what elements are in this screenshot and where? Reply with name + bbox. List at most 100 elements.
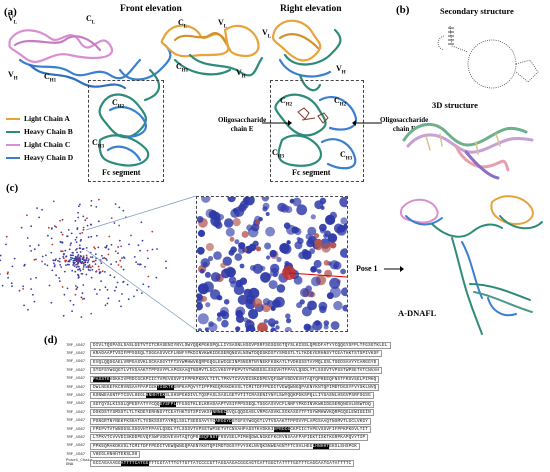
sequence-name: 7RF_1567	[66, 435, 86, 440]
ch1-label-front-right: CH1	[176, 62, 189, 74]
pose-arrow	[384, 266, 404, 272]
sequence-row: 7RF_1567 KSNWEAGNTFTCSVLHEGLHNHHTEKSLSHSP…	[66, 392, 374, 400]
oligo-e-arrow	[262, 120, 292, 126]
sequence-text: STGFSYWGQGTLVTVSAAKTTPPSVYPLAPGSAAQTNSMV…	[90, 367, 383, 375]
cl-label-front-right: CL	[178, 18, 188, 30]
panel-a-label: (a)	[4, 6, 17, 18]
legend-item-c: Light Chain C	[6, 138, 73, 151]
oligo-e-label: Oligosaccharide chain E	[218, 116, 267, 133]
sequence-name: 7RF_1567	[66, 444, 86, 449]
sequence-text: DSKDSTYSMSSTLTLTKDEYERHNSYTCEATHKTSTSPIV…	[90, 409, 374, 417]
ch3-label-right-left: CH3	[272, 148, 285, 160]
sequence-name: Pose1_Chain-DNA	[66, 459, 95, 468]
sequence-text: KRADAAPTVSIFPPSSEQLTSGGASVVCFLNNFYPKDINV…	[90, 350, 383, 358]
oligo-f-arrow	[352, 120, 382, 126]
ch3-label-front: CH3	[92, 138, 105, 150]
ch2-label-right-left: CH2	[280, 96, 293, 108]
binding-site-highlight: ARGGYD	[215, 418, 232, 424]
sequence-name: 7RF_1567	[66, 385, 86, 390]
ch3-label-right-right: CH3	[340, 150, 353, 162]
sequence-row: 7RF_1567 DSKDSTYSMSSTLTLTKDEYERHNSYTCEATH…	[66, 409, 374, 417]
legend-swatch-c	[6, 143, 20, 146]
binding-site-highlight: NRNEC	[212, 410, 227, 416]
sequence-alignment: 7RF_1567 DIVLTQSPASLSASLGETVTITCRASENIYNY…	[66, 342, 542, 470]
front-elevation-structure	[8, 19, 358, 170]
legend-swatch-d	[6, 156, 20, 159]
sequence-row: 7RF_1567 KRADAAPTVSIFPPSSEQLTSGGASVVCFLNN…	[66, 350, 383, 358]
sequence-text: GCCAGAAAGGATTTTCATGGTTTCGTATTTGTTGTTATCC…	[90, 459, 355, 467]
vl-label-front-right: VL	[218, 18, 228, 30]
zoom-guide-lines	[85, 195, 197, 331]
chain-legend: Light Chain A Heavy Chain B Light Chain …	[6, 112, 73, 164]
sequence-name: 7RF_1567	[66, 377, 86, 382]
binding-site-highlight: LHNHHT	[312, 443, 330, 449]
panel-b-label: (b)	[396, 4, 410, 16]
zoom-inset-spheres	[197, 197, 347, 331]
ch2-label-right-right: CH2	[334, 96, 347, 108]
sequence-name: 7RF_1567	[66, 419, 86, 424]
binding-site-highlight: ATTTTCATGG	[120, 460, 149, 466]
sequence-text: PSNGRTNYNEKFKSKATLTVDKSSSTAYMQLSSLTSEDSA…	[90, 417, 372, 425]
sequence-text: DWLNGKEFKCRVNSAAFPAPIEKTISKTKGRPKAPQVYTI…	[90, 384, 380, 391]
sequence-text: DIVLTQSPASLSASLGETVTITCRASENIYNYLSWYQQKP…	[90, 342, 391, 349]
fc-box-front	[88, 80, 164, 182]
tertiary-structure-render	[402, 123, 534, 180]
fc-box-right	[270, 80, 364, 182]
binding-site-highlight: EEQFNST	[198, 435, 219, 441]
sequence-row: Pose1_Chain-DNA GCCAGAAAGGATTTTCATGGTTTCG…	[66, 459, 355, 468]
sequence-row: 7RF_1567 DWLNGKEFKCRVNSAAFPAPIEKTISKTKGRP…	[66, 384, 380, 391]
sequence-name: 7RF_1567	[66, 351, 86, 356]
fc-label-front: Fc segment	[102, 168, 141, 177]
legend-swatch-b	[6, 130, 20, 133]
fc-label-right: Fc segment	[292, 168, 331, 177]
ch1-label-front: CH1	[44, 72, 57, 84]
sequence-name: 7RF_1567	[66, 452, 86, 457]
sequence-text: FPEPVTVTWNSGSLSSGVHTFPAVLQSDLYTLSSSVTVPS…	[90, 426, 372, 433]
pose-1-label: Pose 1	[356, 264, 378, 273]
vh-label-front: VH	[8, 70, 18, 82]
ch2-label-front: CH2	[112, 98, 125, 110]
sequence-row: 7RF_1567 SGTQYSLKISSLQPEDFATYYCQQGYSFPLTF…	[66, 400, 374, 408]
sequence-name: 7RF_1567	[66, 427, 86, 432]
sequence-text: SGTQYSLKISSLQPEDFATYYCQQGYSFPLTFGSGTKLEL…	[90, 400, 374, 408]
sequence-name: 7RF_1567	[66, 343, 86, 348]
secondary-structure-title: Secondary structure	[440, 6, 514, 16]
oligo-f-label: Oligosaccharide chain F	[380, 116, 429, 133]
vl-label-right: VL	[262, 28, 272, 40]
a-dnafl-label: A-DNAFL	[398, 308, 437, 318]
sequence-text: VHEGLHNHHTEKSLSH	[90, 451, 141, 459]
sequence-text: EVQLQQSGAELVRPGASVKLSCKASGYTFTSYWMHWVKQR…	[90, 358, 380, 366]
sequence-row: 7RF_1567 STGFSYWGQGTLVTVSAAKTTPPSVYPLAPGS…	[66, 367, 383, 375]
sequence-name: 7RF_1567	[66, 360, 86, 365]
vl-label-front: VL	[8, 14, 18, 26]
sequence-row: 7RF_1567 PASSTKVDKKIVPRDCGCKPCICTVPEVSSVF…	[66, 375, 380, 383]
sequence-row: 7RF_1567 EVQLQQSGAELVRPGASVKLSCKASGYTFTSY…	[66, 358, 380, 366]
vh-label-right: VH	[336, 64, 346, 76]
panel-d-label: (d)	[44, 334, 58, 346]
legend-item-b: Heavy Chain B	[6, 125, 73, 138]
sequence-row: 7RF_1567 FPEPVTVTWNSGSLSSGVHTFPAVLQSDLYTL…	[66, 426, 372, 433]
legend-item-d: Heavy Chain D	[6, 151, 73, 164]
sequence-row: 7RF_1567 PSNGRTNYNEKFKSKATLTVDKSSSTAYMQLS…	[66, 417, 372, 425]
binding-site-highlight: PASSTK	[93, 376, 110, 382]
a-dnafl-complex	[400, 195, 543, 335]
sequence-text: KSNWEAGNTFTCSVLHEGLHNHHTEKSLSHSPGKDIVLTQ…	[90, 392, 374, 400]
zoom-inset	[196, 196, 348, 332]
panel-c-label: (c)	[6, 182, 19, 194]
sequence-name: 7RF_1567	[66, 410, 86, 415]
vh-label-front-right: VH	[236, 68, 246, 80]
tertiary-structure-title: 3D structure	[432, 100, 478, 110]
binding-site-highlight: GYSFPL	[159, 401, 177, 407]
sequence-text: PASSTKVDKKIVPRDCGCKPCICTVPEVSSVFIFPPKPKD…	[90, 375, 380, 383]
sequence-text: PPKEQMAKDKVSLTCMITDFFPEDITVEWQWNGQPAENYK…	[90, 442, 360, 450]
binding-site-highlight: VPRDCG	[273, 427, 291, 432]
sequence-row: 7RF_1567 VHEGLHNHHTEKSLSH	[66, 451, 141, 459]
sequence-name: 7RF_1567	[66, 393, 86, 398]
sequence-row: 7RF_1567 LTPKVTCVVVDISKDDPEVQFSWFVDDVEVHT…	[66, 434, 369, 442]
sequence-name: 7RF_1567	[66, 368, 86, 373]
legend-swatch-a	[6, 117, 20, 120]
docking-pose-scatter	[0, 198, 168, 318]
right-elevation-title: Right elevation	[280, 4, 342, 14]
binding-site-highlight: TISKTK	[156, 385, 174, 390]
legend-item-a: Light Chain A	[6, 112, 73, 125]
